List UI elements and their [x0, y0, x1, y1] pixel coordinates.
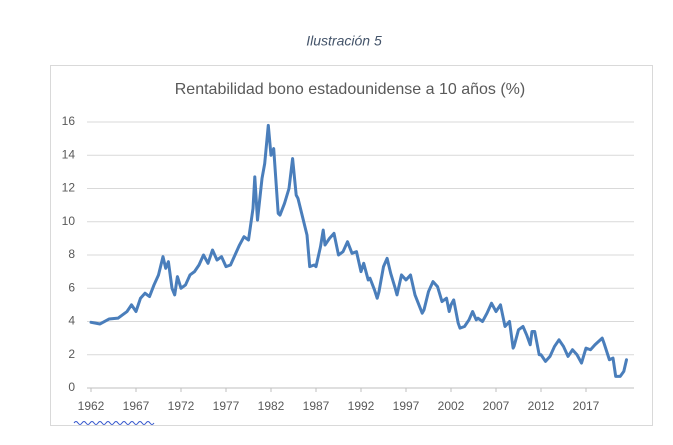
chart-title: Rentabilidad bono estadounidense a 10 añ…: [175, 81, 525, 98]
y-tick-label: 12: [62, 181, 76, 195]
spellcheck-underline: [73, 421, 155, 425]
x-tick-label: 1962: [78, 399, 105, 413]
y-tick-label: 8: [68, 247, 75, 261]
y-tick-label: 14: [62, 147, 76, 161]
x-tick-label: 1987: [303, 399, 330, 413]
y-tick-label: 6: [68, 280, 75, 294]
x-tick-label: 2017: [573, 399, 600, 413]
y-tick-label: 2: [68, 347, 75, 361]
x-tick-label: 1982: [258, 399, 285, 413]
data-line: [89, 123, 628, 378]
x-tick-label: 1977: [213, 399, 240, 413]
x-tick-label: 2007: [483, 399, 510, 413]
y-tick-label: 10: [62, 214, 76, 228]
x-tick-label: 1972: [168, 399, 195, 413]
chart-frame: [50, 65, 653, 426]
x-tick-label: 2012: [528, 399, 555, 413]
y-tick-label: 16: [62, 114, 76, 128]
x-tick-label: 1967: [123, 399, 150, 413]
x-tick-label: 1992: [348, 399, 375, 413]
x-tick-label: 1997: [393, 399, 420, 413]
y-tick-label: 0: [68, 380, 75, 394]
caption: Ilustración 5: [306, 33, 382, 49]
y-tick-label: 4: [68, 314, 75, 328]
x-tick-label: 2002: [438, 399, 465, 413]
